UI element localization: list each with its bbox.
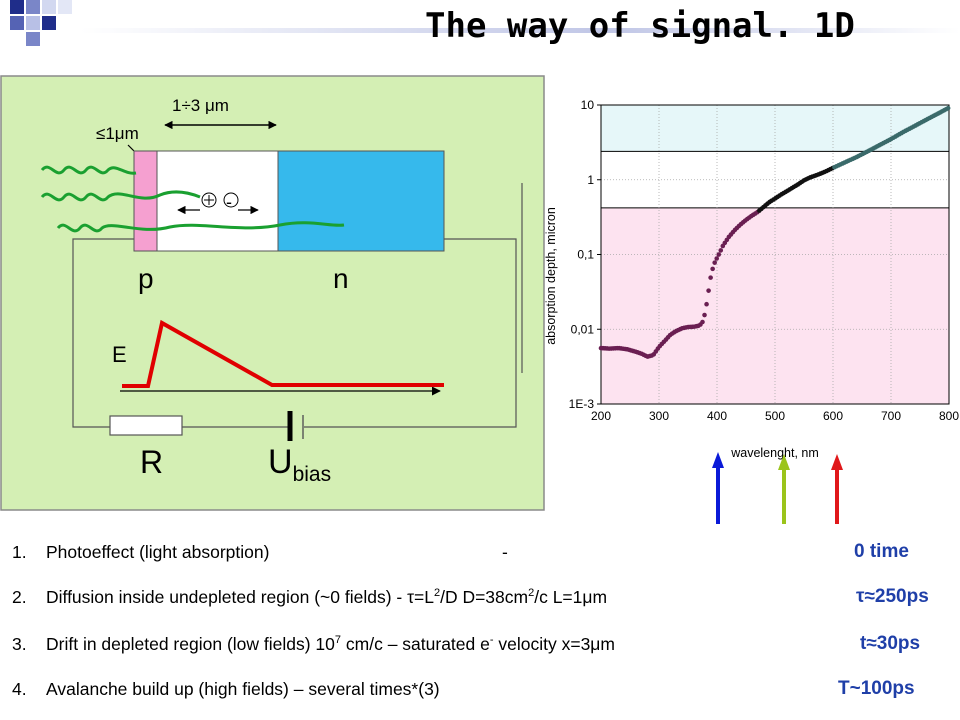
blue-light-arrowhead xyxy=(712,452,724,468)
wire-right xyxy=(304,238,517,428)
red-light-arrowhead xyxy=(831,454,843,470)
label-U: Ubias xyxy=(268,443,331,486)
photon-wave xyxy=(56,221,345,233)
x-tick-label: 600 xyxy=(823,409,843,423)
deco-square xyxy=(26,32,40,46)
electron-minus: - xyxy=(226,192,232,212)
chart-x-label: wavelenght, nm xyxy=(730,446,819,460)
field-profile xyxy=(122,319,444,388)
photon-wave xyxy=(40,190,201,202)
diagram-panel xyxy=(0,75,545,511)
x-tick-label: 500 xyxy=(765,409,785,423)
label-R: R xyxy=(140,444,163,480)
p-region xyxy=(133,150,158,252)
label-p: p xyxy=(138,263,154,294)
dim-top-label: 1÷3 μm xyxy=(172,96,229,115)
corner-decoration xyxy=(0,0,80,60)
list-item: 3. Drift in depleted region (low fields) … xyxy=(12,633,920,655)
y-tick-label: 1E-3 xyxy=(569,397,595,411)
deco-square xyxy=(10,0,24,14)
absorption-chart: 200 300 400 500 600 700 800 1E-3 0,01 0,1 1 10 abso… xyxy=(544,98,959,460)
y-tick-label: 0,1 xyxy=(577,248,594,262)
list-result: 0 time xyxy=(854,541,909,562)
list-text: /D D=38cm xyxy=(440,587,529,607)
hole-carrier xyxy=(201,192,217,208)
pn-diagram: 1÷3 μm ≤1μm - p n E R Ubias xyxy=(0,75,545,511)
deco-square xyxy=(58,0,72,14)
list-number: 4. xyxy=(12,679,27,699)
data-point xyxy=(706,288,711,293)
list-item: 4. Avalanche build up (high fields) – sev… xyxy=(12,678,915,700)
y-tick-label: 10 xyxy=(581,98,595,112)
list-sup: 7 xyxy=(334,634,342,647)
x-tick-label: 400 xyxy=(707,409,727,423)
dim-small-label: ≤1μm xyxy=(96,124,139,143)
list-result: T~100ps xyxy=(838,678,915,699)
chart-y-label: absorption depth, micron xyxy=(544,207,558,345)
data-point xyxy=(700,319,705,325)
list-item: 1. Photoeffect (light absorption) - 0 tim… xyxy=(12,541,909,563)
list-number: 3. xyxy=(12,634,27,654)
data-point xyxy=(704,301,709,307)
data-point xyxy=(710,266,715,272)
data-point xyxy=(945,105,951,111)
electron-carrier xyxy=(223,192,239,208)
y-tick-label: 1 xyxy=(587,173,594,187)
x-tick-label: 800 xyxy=(939,409,959,423)
n-region xyxy=(277,150,445,252)
list-separator: - xyxy=(502,542,508,562)
list-result: τ≈250ps xyxy=(856,586,929,607)
list-text: velocity x=3μm xyxy=(493,634,615,654)
list-result: t≈30ps xyxy=(860,633,921,654)
wavelength-arrows xyxy=(712,452,843,524)
data-point xyxy=(702,312,707,318)
depleted-region xyxy=(156,150,279,252)
label-U-main: U xyxy=(268,443,293,481)
label-U-sub: bias xyxy=(293,463,332,486)
data-point xyxy=(718,248,724,253)
list-text: Diffusion inside undepleted region (~0 f… xyxy=(46,587,434,607)
x-tick-label: 200 xyxy=(591,409,611,423)
green-light-arrowhead xyxy=(778,454,790,470)
list-sup: 2 xyxy=(528,587,535,600)
list-text: Avalanche build up (high fields) – sever… xyxy=(46,679,440,699)
deco-square xyxy=(10,16,24,30)
list-text: Photoeffect (light absorption) xyxy=(46,542,270,562)
data-point xyxy=(708,275,713,280)
list-item: 2. Diffusion inside undepleted region (~0… xyxy=(12,586,929,608)
data-point xyxy=(716,252,722,257)
list-number: 1. xyxy=(12,542,27,562)
photon-wave xyxy=(40,165,137,175)
resistor xyxy=(109,415,183,436)
x-tick-label: 700 xyxy=(881,409,901,423)
data-point xyxy=(714,256,720,261)
list-number: 2. xyxy=(12,587,27,607)
list-sup: - xyxy=(489,634,494,647)
list-sup: 2 xyxy=(433,587,441,600)
deco-square xyxy=(42,0,56,14)
x-tick-label: 300 xyxy=(649,409,669,423)
label-n: n xyxy=(333,263,349,294)
wire-left xyxy=(72,238,134,428)
list-text: Drift in depleted region (low fields) 10 xyxy=(46,634,335,654)
title-underline xyxy=(80,28,960,33)
list-text: cm/c – saturated e xyxy=(341,634,490,654)
y-tick-label: 0,01 xyxy=(571,322,595,336)
label-E: E xyxy=(112,342,127,367)
band-cyan xyxy=(601,105,949,152)
deco-square xyxy=(26,16,40,30)
deco-square xyxy=(42,16,56,30)
data-point xyxy=(712,260,717,265)
page-title: The way of signal. 1D xyxy=(425,6,855,46)
list-text: /c L=1μm xyxy=(534,587,608,607)
deco-square xyxy=(26,0,40,14)
